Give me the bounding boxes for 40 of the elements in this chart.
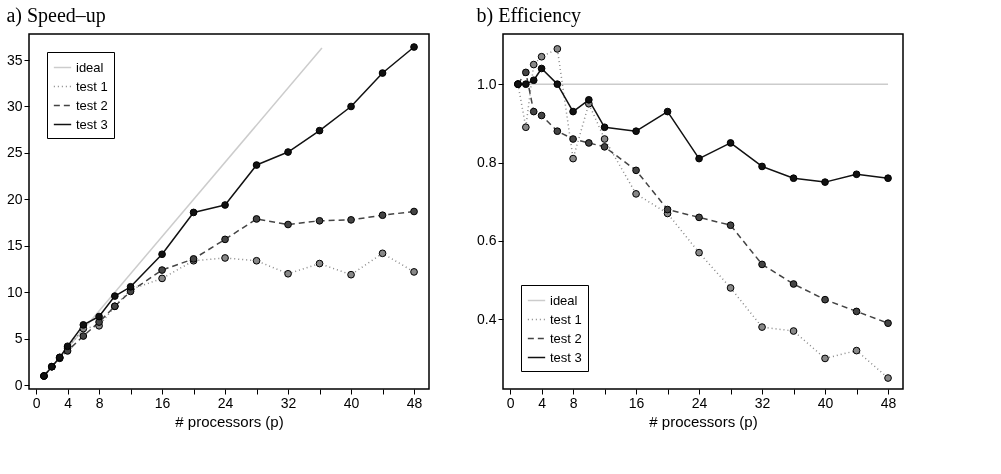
y-tick-label: 10: [6, 283, 23, 300]
y-tick-label: 0.8: [477, 154, 497, 171]
y-tick-label: 35: [6, 51, 23, 68]
x-tick-label: 4: [538, 394, 547, 411]
y-tick-label: 15: [6, 237, 23, 254]
legend-label: test 2: [76, 97, 108, 113]
legend-label: test 1: [550, 311, 582, 327]
x-tick-label: 4: [64, 394, 73, 411]
x-tick-label: 16: [154, 394, 171, 411]
y-tick-label: 0: [14, 376, 23, 393]
y-tick-label: 0.6: [477, 232, 497, 249]
x-tick-label: 0: [506, 394, 515, 411]
x-tick-label: 0: [32, 394, 41, 411]
legend-label: test 2: [550, 330, 582, 346]
x-tick-label: 32: [754, 394, 771, 411]
legend-label: ideal: [76, 59, 104, 75]
y-tick-label: 0.4: [477, 310, 497, 327]
y-tick-label: 25: [6, 144, 23, 161]
x-tick-label: 8: [95, 394, 104, 411]
x-axis-title: # processors (p): [175, 412, 284, 430]
legend-label: test 1: [76, 78, 108, 94]
x-tick-label: 40: [817, 394, 834, 411]
chart-title: a) Speed–up: [6, 4, 106, 27]
x-tick-label: 48: [406, 394, 423, 411]
x-axis-title: # processors (p): [649, 412, 758, 430]
x-tick-label: 24: [691, 394, 708, 411]
legend-label: test 3: [76, 116, 108, 132]
y-tick-label: 5: [14, 330, 23, 347]
x-tick-label: 40: [343, 394, 360, 411]
x-tick-label: 32: [280, 394, 297, 411]
x-tick-label: 48: [880, 394, 897, 411]
legend-label: ideal: [550, 292, 578, 308]
y-tick-label: 1.0: [477, 75, 497, 92]
x-tick-label: 24: [217, 394, 234, 411]
x-tick-label: 8: [569, 394, 578, 411]
y-tick-label: 20: [6, 190, 23, 207]
x-tick-label: 16: [628, 394, 645, 411]
legend-label: test 3: [550, 349, 582, 365]
chart-title: b) Efficiency: [476, 4, 582, 27]
y-tick-label: 30: [6, 97, 23, 114]
